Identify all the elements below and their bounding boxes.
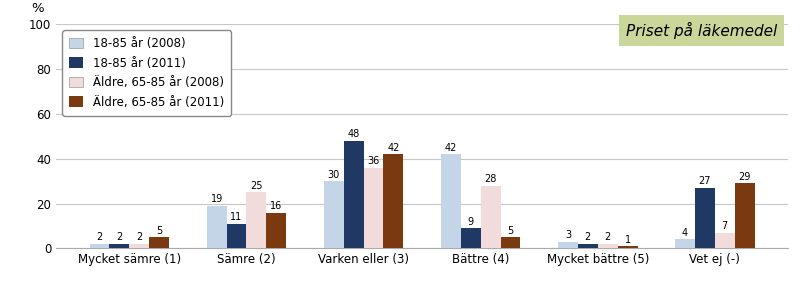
Text: 7: 7 (721, 221, 727, 231)
Bar (343, 141, 363, 248)
Text: 29: 29 (738, 172, 750, 182)
Text: 2: 2 (116, 232, 122, 242)
Bar (500, 237, 520, 248)
Bar (714, 233, 734, 248)
Bar (577, 244, 597, 248)
Text: 28: 28 (484, 174, 496, 184)
Text: 30: 30 (327, 170, 340, 180)
Bar (266, 213, 286, 248)
Bar (734, 183, 754, 248)
Legend: 18-85 år (2008), 18-85 år (2011), Äldre, 65-85 år (2008), Äldre, 65-85 år (2011): 18-85 år (2008), 18-85 år (2011), Äldre,… (62, 30, 231, 116)
Text: 2: 2 (96, 232, 103, 242)
Text: 9: 9 (467, 217, 473, 227)
Bar (226, 224, 247, 248)
Y-axis label: %: % (31, 2, 44, 15)
Text: 42: 42 (444, 143, 456, 153)
Text: 2: 2 (136, 232, 142, 242)
Bar (247, 192, 266, 248)
Text: 4: 4 (681, 228, 687, 238)
Bar (109, 244, 129, 248)
Bar (324, 181, 343, 248)
Bar (129, 244, 149, 248)
Bar (89, 244, 109, 248)
Bar (363, 168, 383, 248)
Bar (675, 239, 694, 248)
Text: 27: 27 (698, 176, 711, 186)
Text: 3: 3 (565, 230, 570, 240)
Text: 16: 16 (270, 201, 282, 211)
Bar (617, 246, 637, 248)
Bar (480, 186, 500, 248)
Text: 11: 11 (230, 212, 243, 222)
Bar (206, 206, 226, 248)
Bar (440, 154, 460, 248)
Text: 36: 36 (367, 156, 379, 166)
Bar (383, 154, 403, 248)
Text: 19: 19 (210, 194, 222, 204)
Text: 2: 2 (604, 232, 610, 242)
Bar (149, 237, 169, 248)
Text: 1: 1 (624, 235, 630, 245)
Text: Priset på läkemedel: Priset på läkemedel (625, 22, 776, 39)
Bar (460, 228, 480, 248)
Text: 2: 2 (584, 232, 590, 242)
Bar (557, 242, 577, 248)
Text: 5: 5 (156, 226, 162, 236)
Bar (597, 244, 617, 248)
Text: 25: 25 (250, 181, 263, 191)
Text: 5: 5 (507, 226, 513, 236)
Text: 48: 48 (347, 129, 359, 139)
Bar (694, 188, 714, 248)
Text: 42: 42 (387, 143, 399, 153)
